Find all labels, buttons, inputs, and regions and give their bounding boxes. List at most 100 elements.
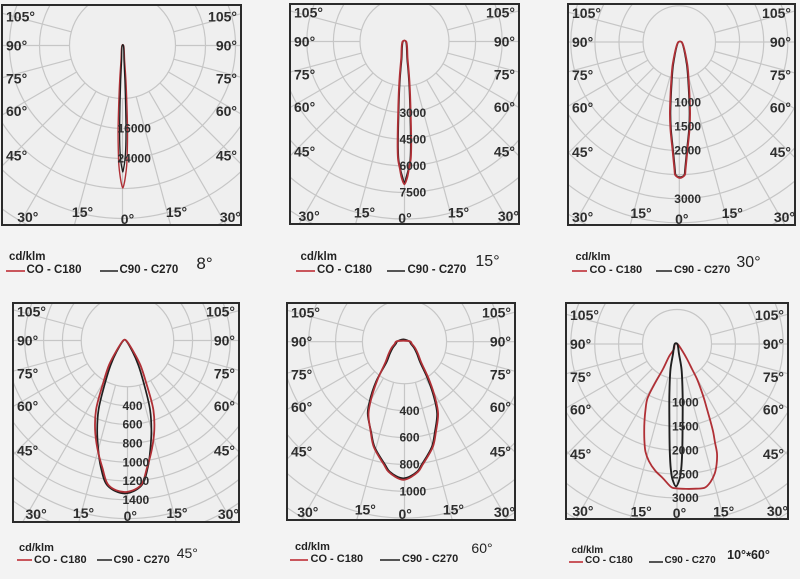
svg-text:30°: 30° — [17, 209, 38, 225]
svg-text:1200: 1200 — [123, 474, 150, 488]
svg-text:75°: 75° — [294, 66, 315, 82]
svg-text:60°: 60° — [570, 401, 591, 417]
svg-text:105°: 105° — [208, 8, 237, 24]
svg-text:60°: 60° — [763, 401, 784, 417]
svg-text:1500: 1500 — [672, 420, 699, 434]
svg-text:15°: 15° — [443, 501, 464, 517]
svg-text:15°: 15° — [166, 204, 187, 220]
svg-text:90°: 90° — [6, 37, 27, 53]
svg-text:15°: 15° — [630, 205, 651, 221]
svg-text:800: 800 — [123, 437, 143, 451]
svg-text:30°: 30° — [297, 504, 318, 520]
svg-text:30°: 30° — [572, 503, 593, 519]
svg-text:15°: 15° — [354, 204, 375, 220]
svg-text:105°: 105° — [6, 8, 35, 24]
svg-text:60°: 60° — [494, 99, 515, 115]
svg-text:0°: 0° — [398, 210, 411, 225]
svg-text:30°: 30° — [299, 208, 320, 224]
svg-text:1500: 1500 — [674, 120, 701, 134]
svg-text:30°: 30° — [572, 209, 593, 225]
svg-text:60°: 60° — [294, 99, 315, 115]
svg-text:60°: 60° — [291, 399, 312, 415]
svg-text:75°: 75° — [6, 70, 27, 86]
svg-text:75°: 75° — [572, 67, 593, 83]
svg-text:2500: 2500 — [672, 467, 699, 481]
svg-text:30°: 30° — [494, 504, 515, 520]
svg-text:1000: 1000 — [674, 96, 701, 110]
svg-text:90°: 90° — [294, 33, 315, 49]
svg-text:105°: 105° — [762, 5, 791, 21]
svg-text:30°: 30° — [220, 209, 241, 225]
svg-text:75°: 75° — [490, 367, 511, 383]
svg-text:45°: 45° — [214, 442, 235, 458]
svg-text:75°: 75° — [763, 369, 784, 385]
svg-text:60°: 60° — [17, 398, 38, 414]
svg-text:15°: 15° — [72, 204, 93, 220]
svg-text:3000: 3000 — [674, 192, 701, 206]
svg-text:45°: 45° — [291, 444, 312, 460]
svg-text:2000: 2000 — [674, 144, 701, 158]
svg-text:45°: 45° — [770, 144, 791, 160]
svg-text:400: 400 — [123, 399, 143, 413]
svg-text:16000: 16000 — [118, 122, 152, 136]
svg-text:60°: 60° — [490, 399, 511, 415]
svg-text:6000: 6000 — [400, 159, 427, 173]
svg-text:30°: 30° — [26, 506, 47, 522]
svg-text:45°: 45° — [494, 143, 515, 159]
svg-text:1000: 1000 — [123, 455, 150, 469]
svg-text:1000: 1000 — [400, 485, 427, 499]
svg-text:0°: 0° — [399, 506, 412, 521]
svg-text:2000: 2000 — [672, 443, 699, 457]
svg-text:30°: 30° — [774, 209, 795, 225]
svg-text:15°: 15° — [713, 504, 734, 520]
svg-text:75°: 75° — [17, 365, 38, 381]
svg-text:105°: 105° — [486, 4, 515, 20]
svg-text:75°: 75° — [291, 367, 312, 383]
svg-text:800: 800 — [400, 458, 420, 472]
svg-text:105°: 105° — [572, 5, 601, 21]
svg-text:90°: 90° — [291, 334, 312, 350]
svg-text:45°: 45° — [294, 143, 315, 159]
svg-text:75°: 75° — [770, 67, 791, 83]
svg-text:75°: 75° — [214, 365, 235, 381]
svg-text:45°: 45° — [17, 442, 38, 458]
svg-text:60°: 60° — [572, 99, 593, 115]
svg-text:60°: 60° — [770, 99, 791, 115]
svg-text:7500: 7500 — [400, 186, 427, 200]
svg-text:400: 400 — [400, 404, 420, 418]
svg-text:600: 600 — [400, 431, 420, 445]
svg-text:75°: 75° — [494, 66, 515, 82]
svg-text:45°: 45° — [570, 446, 591, 462]
svg-text:105°: 105° — [294, 4, 323, 20]
svg-text:45°: 45° — [572, 144, 593, 160]
svg-text:90°: 90° — [17, 332, 38, 348]
svg-text:105°: 105° — [291, 305, 320, 321]
svg-text:90°: 90° — [770, 34, 791, 50]
svg-text:90°: 90° — [572, 34, 593, 50]
svg-text:3000: 3000 — [400, 106, 427, 120]
svg-text:1400: 1400 — [123, 493, 150, 507]
svg-text:45°: 45° — [490, 444, 511, 460]
svg-text:600: 600 — [123, 418, 143, 432]
svg-text:30°: 30° — [498, 208, 519, 224]
svg-text:1000: 1000 — [672, 396, 699, 410]
svg-text:30°: 30° — [767, 503, 788, 519]
svg-text:15°: 15° — [73, 505, 94, 521]
svg-text:45°: 45° — [216, 147, 237, 163]
svg-text:0°: 0° — [121, 211, 134, 226]
svg-text:15°: 15° — [355, 501, 376, 517]
svg-text:15°: 15° — [448, 204, 469, 220]
svg-text:60°: 60° — [216, 103, 237, 119]
svg-text:60°: 60° — [6, 103, 27, 119]
svg-text:105°: 105° — [755, 307, 784, 323]
svg-text:15°: 15° — [722, 205, 743, 221]
svg-text:24000: 24000 — [118, 152, 152, 166]
svg-text:105°: 105° — [482, 305, 511, 321]
svg-text:45°: 45° — [763, 446, 784, 462]
svg-text:90°: 90° — [494, 33, 515, 49]
svg-text:75°: 75° — [216, 70, 237, 86]
svg-text:30°: 30° — [218, 506, 239, 522]
svg-text:105°: 105° — [570, 307, 599, 323]
svg-text:60°: 60° — [214, 398, 235, 414]
svg-text:90°: 90° — [570, 336, 591, 352]
